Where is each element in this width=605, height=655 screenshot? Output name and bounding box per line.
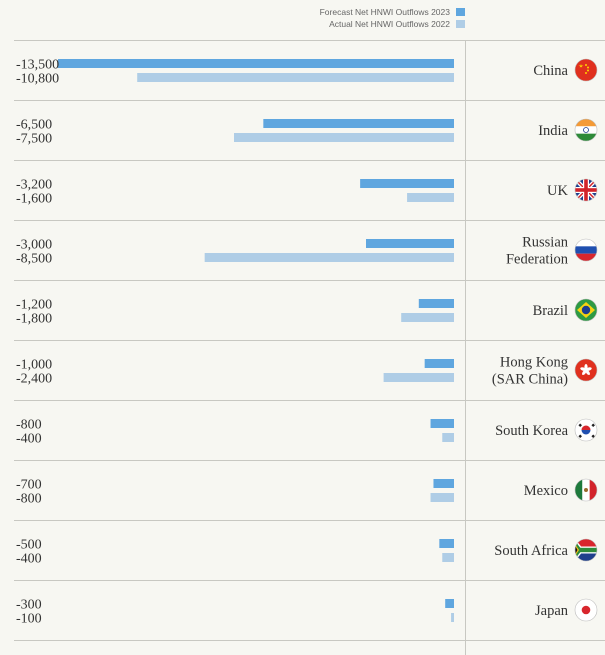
country-label: Japan <box>535 603 569 619</box>
japan-flag-icon <box>574 598 598 622</box>
hong-kong-flag-icon <box>574 358 598 382</box>
bar-actual-2022 <box>204 253 454 262</box>
bar-forecast-2023 <box>360 179 454 188</box>
india-flag-icon <box>574 118 598 142</box>
country-label: (SAR China) <box>492 372 568 388</box>
country-label: Federation <box>506 252 569 268</box>
bar-actual-2022 <box>442 433 454 442</box>
value-label-forecast-2023: -500 <box>16 538 42 553</box>
value-label-forecast-2023: -6,500 <box>16 118 52 133</box>
country-label: Russian <box>522 235 569 251</box>
value-label-actual-2022: -1,800 <box>16 312 52 327</box>
value-label-actual-2022: -1,600 <box>16 192 52 207</box>
country-label: Mexico <box>524 483 568 499</box>
bar-forecast-2023 <box>58 59 454 68</box>
country-label: UK <box>547 183 568 199</box>
value-label-forecast-2023: -1,000 <box>16 358 52 373</box>
value-label-forecast-2023: -800 <box>16 418 42 433</box>
uk-flag-icon <box>574 178 598 202</box>
bar-actual-2022 <box>430 493 454 502</box>
bar-forecast-2023 <box>445 599 454 608</box>
bar-forecast-2023 <box>439 539 454 548</box>
value-label-actual-2022: -400 <box>16 432 42 447</box>
country-label: China <box>533 63 568 79</box>
legend-label-actual: Actual Net HNWI Outflows 2022 <box>329 19 450 29</box>
legend-item-actual: Actual Net HNWI Outflows 2022 <box>320 18 465 30</box>
value-label-forecast-2023: -700 <box>16 478 42 493</box>
value-label-forecast-2023: -300 <box>16 598 42 613</box>
bar-actual-2022 <box>137 73 454 82</box>
country-label: South Korea <box>495 423 568 439</box>
value-label-actual-2022: -100 <box>16 612 42 627</box>
country-label: Brazil <box>533 303 568 319</box>
bar-actual-2022 <box>442 553 454 562</box>
legend-label-forecast: Forecast Net HNWI Outflows 2023 <box>319 7 450 17</box>
china-flag-icon <box>574 58 598 82</box>
value-label-actual-2022: -7,500 <box>16 132 52 147</box>
legend-swatch-forecast <box>456 8 465 16</box>
value-label-forecast-2023: -1,200 <box>16 298 52 313</box>
russia-flag-icon <box>574 238 598 262</box>
bar-forecast-2023 <box>430 419 454 428</box>
legend: Forecast Net HNWI Outflows 2023 Actual N… <box>320 6 465 30</box>
value-label-actual-2022: -8,500 <box>16 252 52 267</box>
mexico-flag-icon <box>574 478 598 502</box>
bar-forecast-2023 <box>263 119 454 128</box>
bar-actual-2022 <box>407 193 454 202</box>
south-africa-flag-icon <box>574 538 598 562</box>
country-label: India <box>538 123 568 139</box>
value-label-forecast-2023: -13,500 <box>16 58 59 73</box>
brazil-flag-icon <box>574 298 598 322</box>
value-label-actual-2022: -10,800 <box>16 72 59 87</box>
bar-actual-2022 <box>234 133 454 142</box>
value-label-forecast-2023: -3,200 <box>16 178 52 193</box>
country-label: South Africa <box>494 543 568 559</box>
legend-item-forecast: Forecast Net HNWI Outflows 2023 <box>320 6 465 18</box>
value-label-actual-2022: -400 <box>16 552 42 567</box>
value-label-forecast-2023: -3,000 <box>16 238 52 253</box>
bar-forecast-2023 <box>433 479 454 488</box>
value-label-actual-2022: -800 <box>16 492 42 507</box>
country-label: Hong Kong <box>500 355 568 371</box>
legend-swatch-actual <box>456 20 465 28</box>
bar-forecast-2023 <box>366 239 454 248</box>
bar-actual-2022 <box>383 373 454 382</box>
bar-actual-2022 <box>401 313 454 322</box>
bar-forecast-2023 <box>418 299 454 308</box>
value-label-actual-2022: -2,400 <box>16 372 52 387</box>
bar-forecast-2023 <box>424 359 454 368</box>
bar-actual-2022 <box>451 613 454 622</box>
south-korea-flag-icon <box>574 418 598 442</box>
